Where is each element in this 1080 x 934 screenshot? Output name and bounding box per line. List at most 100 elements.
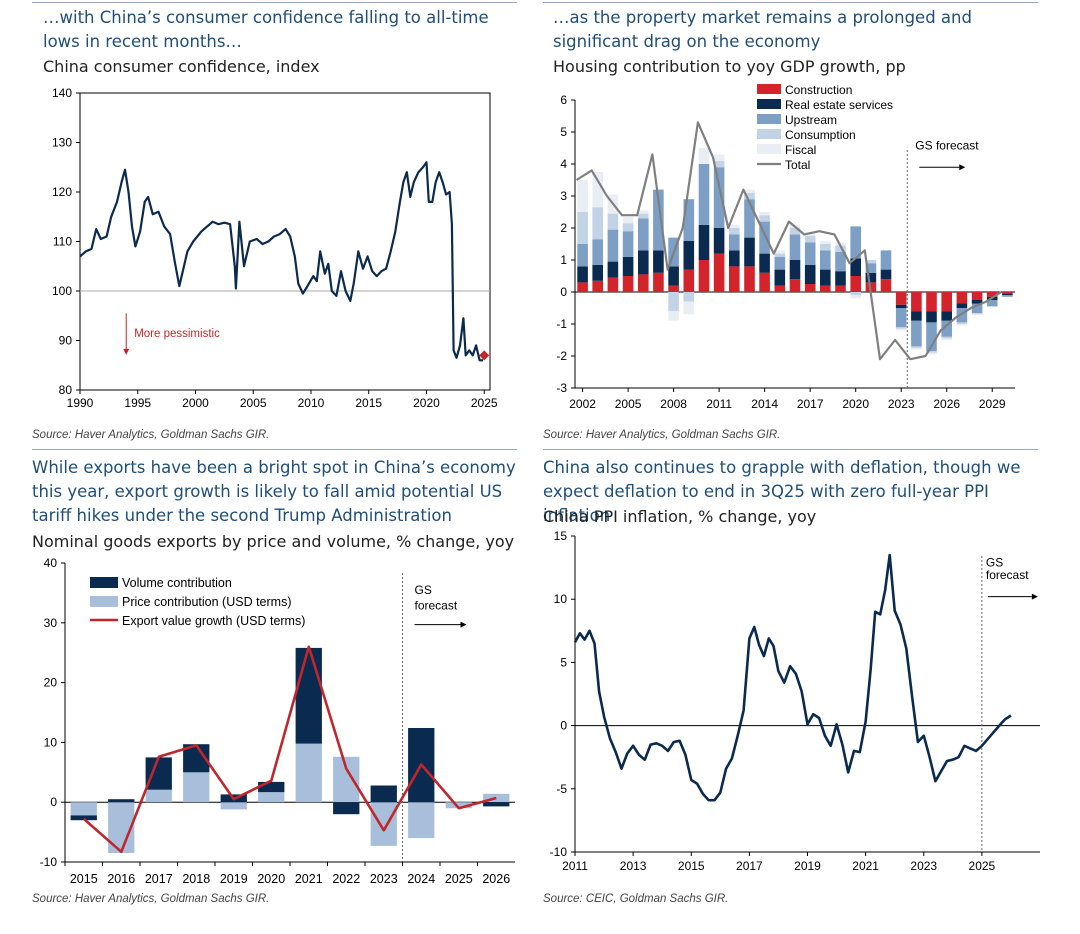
y-tick-label: 130 — [52, 136, 72, 150]
y-tick-label: -1 — [556, 317, 567, 331]
x-tick-label: 2017 — [145, 872, 173, 886]
y-tick-label: 40 — [44, 556, 58, 570]
x-tick-label: 2022 — [332, 872, 360, 886]
bar-consumption — [592, 207, 603, 240]
bar-volume — [333, 802, 360, 815]
bar-upstream — [926, 322, 937, 352]
bar-consumption — [941, 336, 952, 339]
bar-construction — [683, 269, 695, 292]
bar-price — [445, 802, 472, 809]
bar-upstream — [744, 199, 755, 238]
bar-construction — [638, 274, 649, 292]
x-tick-label: 2019 — [794, 859, 821, 873]
bar-consumption — [622, 223, 634, 232]
tl-title: …with China’s consumer confidence fallin… — [43, 8, 489, 51]
legend-label: Export value growth (USD terms) — [122, 614, 305, 628]
bar-real-estate-services — [865, 272, 877, 283]
tr-source: Source: Haver Analytics, Goldman Sachs G… — [543, 429, 781, 441]
y-tick-label: 80 — [59, 383, 73, 397]
bar-real-estate-services — [713, 228, 725, 254]
legend-swatch-consumption — [757, 129, 781, 139]
bar-construction — [698, 260, 710, 292]
bar-upstream — [622, 231, 634, 257]
bar-upstream — [1002, 295, 1013, 297]
y-tick-label: 5 — [560, 655, 567, 669]
bar-consumption — [713, 160, 725, 168]
x-tick-label: 2015 — [70, 872, 98, 886]
forecast-arrow-head — [959, 164, 966, 171]
x-tick-label: 2019 — [220, 872, 248, 886]
bar-real-estate-services — [592, 264, 603, 281]
bar-real-estate-services — [911, 311, 922, 321]
y-tick-label: 20 — [44, 676, 58, 690]
annotation-label: More pessimistic — [134, 328, 220, 340]
bar-price — [258, 792, 285, 803]
x-tick-label: 2011 — [706, 397, 732, 411]
series-line-ppi — [573, 553, 1012, 802]
tl-source: Source: Haver Analytics, Goldman Sachs G… — [32, 429, 270, 441]
bar-construction — [895, 292, 907, 305]
bar-volume — [483, 802, 510, 807]
bar-construction — [835, 285, 846, 292]
bl-source: Source: Haver Analytics, Goldman Sachs G… — [32, 893, 270, 905]
bar-real-estate-services — [895, 304, 907, 308]
bar-fiscal — [956, 324, 968, 326]
bar-real-estate-services — [926, 311, 937, 323]
bar-real-estate-services — [1002, 293, 1013, 296]
legend-label: Price contribution (USD terms) — [122, 595, 292, 609]
bar-fiscal — [713, 154, 725, 161]
bar-fiscal — [911, 348, 922, 350]
bar-fiscal — [592, 172, 603, 208]
x-tick-label: 2015 — [678, 859, 705, 873]
legend-swatch-volume — [90, 577, 118, 588]
bar-construction — [956, 292, 968, 304]
y-tick-label: 0 — [560, 719, 567, 733]
y-tick-label: 15 — [554, 529, 568, 543]
bar-real-estate-services — [698, 224, 710, 260]
bar-real-estate-services — [956, 303, 968, 308]
y-tick-label: 10 — [554, 592, 568, 606]
y-tick-label: 30 — [44, 616, 58, 630]
bar-fiscal — [850, 295, 861, 299]
tr-subtitle: Housing contribution to yoy GDP growth, … — [553, 57, 906, 76]
bar-consumption — [668, 292, 679, 312]
x-tick-label: 2025 — [471, 396, 498, 410]
bar-real-estate-services — [759, 253, 770, 273]
bar-construction — [820, 285, 831, 292]
bar-upstream — [789, 234, 801, 260]
bar-price — [183, 772, 210, 803]
x-tick-label: 2026 — [482, 872, 510, 886]
bottom-left-rule — [32, 449, 517, 450]
bar-fiscal — [804, 232, 816, 236]
x-tick-label: 2020 — [257, 872, 285, 886]
bar-construction — [986, 292, 998, 297]
bar-price — [295, 743, 322, 803]
bar-upstream — [911, 320, 922, 347]
x-tick-label: 2020 — [842, 397, 869, 411]
y-tick-label: 110 — [53, 235, 72, 249]
bar-fiscal — [638, 210, 649, 214]
bar-construction — [622, 276, 634, 292]
y-tick-label: 90 — [59, 334, 73, 348]
bar-upstream — [577, 244, 588, 267]
bar-consumption — [865, 260, 877, 264]
bar-construction — [668, 285, 679, 292]
bar-upstream — [607, 229, 619, 262]
x-tick-label: 2017 — [797, 397, 824, 411]
bar-consumption — [759, 215, 770, 222]
bar-fiscal — [668, 311, 679, 321]
forecast-label-line1: GS — [986, 555, 1003, 569]
bar-construction — [1002, 292, 1013, 294]
bar-real-estate-services — [941, 311, 952, 321]
bar-upstream — [653, 189, 664, 251]
bar-upstream — [774, 256, 786, 270]
bar-consumption — [638, 213, 649, 219]
x-tick-label: 2023 — [888, 397, 915, 411]
y-tick-label: 140 — [52, 86, 72, 100]
bar-fiscal — [774, 250, 786, 254]
y-tick-label: -5 — [556, 782, 567, 796]
bar-construction — [911, 292, 922, 312]
x-tick-label: 2018 — [182, 872, 210, 886]
bar-upstream — [638, 218, 649, 251]
